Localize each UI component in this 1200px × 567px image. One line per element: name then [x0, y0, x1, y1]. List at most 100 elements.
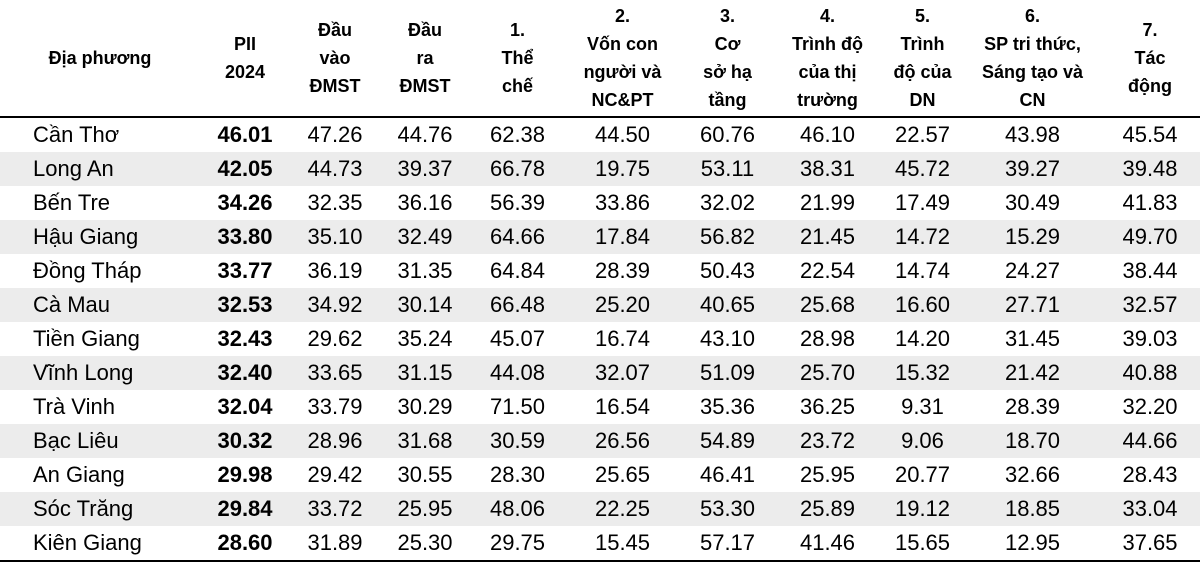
header-line: 3.: [719, 6, 735, 26]
header-line: vào: [319, 48, 351, 68]
column-header: 4. Trình độ của thị trường: [775, 0, 880, 118]
cell-value: 35.36: [699, 394, 756, 419]
table-header: Địa phương PII 2024 Đầu vào ĐMST Đầu ra ĐMST 1. Th…: [0, 0, 1200, 118]
cell-value: 27.71: [965, 288, 1100, 322]
header-line: sở hạ: [703, 62, 752, 82]
cell-value: 28.60: [200, 526, 290, 562]
column-header: Đầu ra ĐMST: [380, 0, 470, 118]
cell-value: 33.86: [594, 190, 651, 215]
cell-value: 30.49: [1004, 190, 1061, 215]
header-line: PII: [233, 34, 256, 54]
header-line: Địa phương: [48, 48, 152, 68]
cell-value: 42.05: [200, 152, 290, 186]
header-line: tầng: [708, 90, 747, 110]
cell-value: 30.55: [397, 462, 453, 487]
cell-value: 53.30: [680, 492, 775, 526]
cell-value: 33.04: [1100, 492, 1200, 526]
cell-value: 44.66: [1100, 424, 1200, 458]
cell-value: 62.38: [489, 122, 546, 147]
cell-value: 30.59: [470, 424, 565, 458]
cell-value: 40.88: [1100, 356, 1200, 390]
header-line: ĐMST: [309, 76, 361, 96]
cell-value: 22.54: [799, 258, 856, 283]
cell-value: 64.66: [470, 220, 565, 254]
cell-value: 16.74: [594, 326, 651, 351]
table-row: Vĩnh Long 32.40 33.65 31.15 44.08 32.07 51.09 2…: [0, 356, 1200, 390]
column-header: 6. SP tri thức, Sáng tạo và CN: [965, 0, 1100, 118]
cell-value: 22.25: [565, 492, 680, 526]
cell-value: 32.49: [380, 220, 470, 254]
table-row: Cần Thơ 46.01 47.26 44.76 62.38 44.50 60.76 46.…: [0, 117, 1200, 152]
cell-value: 32.20: [1122, 394, 1178, 419]
cell-value: 49.70: [1100, 220, 1200, 254]
cell-value: 30.32: [200, 424, 290, 458]
cell-value: 60.76: [699, 122, 756, 147]
header-line: Cơ: [714, 34, 741, 54]
header-line: người và: [583, 62, 662, 82]
cell-value: 16.54: [594, 394, 651, 419]
cell-value: 33.77: [217, 258, 273, 283]
cell-value: 32.04: [217, 394, 273, 419]
cell-value: 19.75: [565, 152, 680, 186]
cell-value: 32.43: [217, 326, 273, 351]
cell-value: 25.95: [380, 492, 470, 526]
header-line: Vốn con: [587, 34, 658, 54]
cell-value: 14.20: [894, 326, 951, 351]
cell-value: 39.27: [965, 152, 1100, 186]
cell-value: 15.32: [880, 356, 965, 390]
table-body: Cần Thơ 46.01 47.26 44.76 62.38 44.50 60.76 46.…: [0, 117, 1200, 562]
cell-value: 44.50: [594, 122, 651, 147]
province-name: Đồng Tháp: [33, 258, 142, 283]
cell-value: 31.35: [397, 258, 453, 283]
cell-value: 21.42: [965, 356, 1100, 390]
cell-value: 32.57: [1100, 288, 1200, 322]
column-header: Địa phương: [0, 0, 200, 118]
table-row: Bạc Liêu 30.32 28.96 31.68 30.59 26.56 54.89 23…: [0, 424, 1200, 458]
cell-value: 22.57: [894, 122, 951, 147]
cell-value: 57.17: [680, 526, 775, 562]
cell-value: 12.95: [965, 526, 1100, 562]
header-line: động: [1128, 76, 1172, 96]
cell-value: 32.66: [1004, 462, 1061, 487]
table-row: An Giang 29.98 29.42 30.55 28.30 25.65 46.41 25…: [0, 458, 1200, 492]
table-row: Trà Vinh 32.04 33.79 30.29 71.50 16.54 35.36 36…: [0, 390, 1200, 424]
cell-value: 26.56: [565, 424, 680, 458]
cell-value: 45.07: [489, 326, 546, 351]
header-row: Địa phương PII 2024 Đầu vào ĐMST Đầu ra ĐMST 1. Th…: [0, 0, 1200, 118]
cell-value: 39.03: [1122, 326, 1178, 351]
province-name: Cà Mau: [0, 288, 200, 322]
header-line: 5.: [914, 6, 930, 26]
province-name: Kiên Giang: [0, 526, 200, 562]
cell-value: 44.76: [397, 122, 453, 147]
cell-value: 45.54: [1122, 122, 1178, 147]
cell-value: 66.48: [470, 288, 565, 322]
table-row: Bến Tre 34.26 32.35 36.16 56.39 33.86 32.02 21.…: [0, 186, 1200, 220]
cell-value: 48.06: [470, 492, 565, 526]
cell-value: 54.89: [680, 424, 775, 458]
cell-value: 32.35: [307, 190, 363, 215]
cell-value: 46.01: [217, 122, 273, 147]
cell-value: 56.82: [680, 220, 775, 254]
header-line: trường: [797, 90, 858, 110]
header-line: chế: [501, 76, 534, 96]
column-header: 2. Vốn con người và NC&PT: [565, 0, 680, 118]
header-line: 2.: [614, 6, 630, 26]
cell-value: 28.39: [594, 258, 651, 283]
header-line: 2024: [224, 62, 266, 82]
table-row: Long An 42.05 44.73 39.37 66.78 19.75 53.11 38.…: [0, 152, 1200, 186]
cell-value: 31.15: [380, 356, 470, 390]
cell-value: 40.65: [680, 288, 775, 322]
cell-value: 71.50: [489, 394, 546, 419]
table-row: Hậu Giang 33.80 35.10 32.49 64.66 17.84 56.82 2…: [0, 220, 1200, 254]
header-line: Tác: [1134, 48, 1166, 68]
province-name: Sóc Trăng: [0, 492, 200, 526]
cell-value: 25.30: [380, 526, 470, 562]
cell-value: 37.65: [1100, 526, 1200, 562]
cell-value: 66.78: [470, 152, 565, 186]
column-header: PII 2024: [200, 0, 290, 118]
cell-value: 46.41: [699, 462, 756, 487]
province-name: An Giang: [33, 462, 125, 487]
cell-value: 33.72: [290, 492, 380, 526]
